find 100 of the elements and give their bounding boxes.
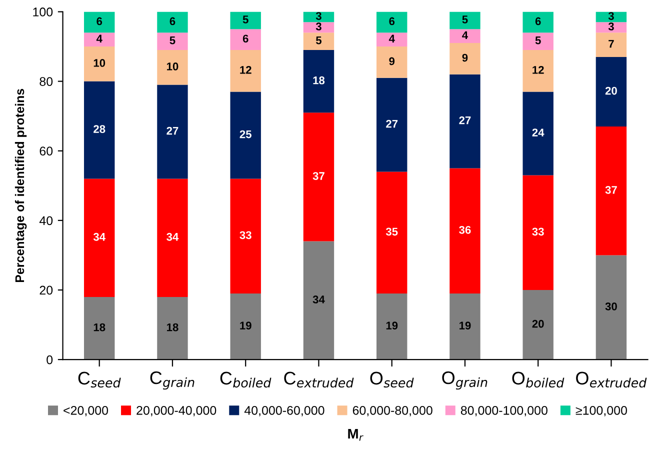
bar bbox=[84, 81, 115, 179]
data-label: 5 bbox=[316, 36, 322, 44]
y-tick-label: 40 bbox=[39, 216, 53, 226]
bar bbox=[450, 29, 480, 44]
data-label: 19 bbox=[386, 322, 398, 330]
x-tick-label: C$_{seed}$ bbox=[78, 372, 121, 388]
bar bbox=[450, 74, 480, 168]
data-label: 18 bbox=[94, 323, 106, 332]
data-label: 12 bbox=[532, 66, 544, 74]
data-label: 34 bbox=[93, 232, 106, 241]
bar bbox=[157, 50, 188, 85]
data-label: 6 bbox=[389, 17, 395, 26]
data-label: 5 bbox=[170, 36, 176, 44]
data-label: 19 bbox=[240, 322, 252, 330]
data-label: 4 bbox=[462, 31, 468, 39]
bar bbox=[157, 296, 188, 360]
data-label: 20 bbox=[532, 320, 544, 328]
data-label: 6 bbox=[242, 34, 248, 43]
bar bbox=[596, 255, 627, 360]
x-tick-label: C$_{extruded}$ bbox=[284, 372, 354, 388]
bar bbox=[596, 32, 627, 57]
bar bbox=[376, 46, 408, 78]
bar bbox=[84, 46, 115, 82]
bar bbox=[84, 178, 115, 297]
data-label: 7 bbox=[608, 40, 614, 48]
data-label: 9 bbox=[389, 57, 395, 66]
bar bbox=[303, 112, 334, 242]
bar bbox=[230, 12, 261, 30]
bar bbox=[522, 175, 554, 290]
data-label: 3 bbox=[316, 22, 322, 30]
data-label: 33 bbox=[240, 231, 252, 240]
x-tick-label: O$_{grain}$ bbox=[442, 371, 488, 390]
data-label: 5 bbox=[535, 36, 541, 44]
bar bbox=[303, 241, 334, 360]
data-label: 5 bbox=[242, 16, 248, 24]
bar bbox=[157, 178, 188, 297]
bar bbox=[450, 43, 480, 74]
x-tick-label: C$_{boiled}$ bbox=[220, 372, 272, 388]
data-label: 4 bbox=[96, 34, 102, 42]
bar bbox=[230, 29, 261, 50]
legend-label: 80,000-100,000 bbox=[460, 406, 548, 416]
bar bbox=[376, 172, 408, 294]
legend-label: ≥100,000 bbox=[576, 406, 627, 416]
data-label: 18 bbox=[313, 76, 325, 84]
bar bbox=[376, 12, 408, 33]
data-label: 34 bbox=[166, 232, 179, 241]
data-label: 37 bbox=[312, 172, 324, 180]
bar bbox=[522, 12, 554, 33]
bar bbox=[157, 32, 188, 50]
legend-label: 20,000-40,000 bbox=[136, 406, 216, 416]
bar bbox=[596, 56, 627, 127]
data-label: 30 bbox=[605, 302, 617, 310]
data-label: 27 bbox=[166, 126, 178, 135]
data-label: 3 bbox=[608, 12, 614, 20]
legend-label: 40,000-60,000 bbox=[244, 406, 324, 416]
bar bbox=[522, 32, 554, 50]
data-label: 24 bbox=[532, 128, 544, 136]
data-label: 6 bbox=[96, 17, 102, 26]
data-label: 20 bbox=[605, 86, 617, 95]
bar bbox=[230, 178, 261, 294]
data-label: 27 bbox=[459, 116, 471, 124]
y-tick-label: 0 bbox=[46, 355, 53, 364]
data-label: 27 bbox=[386, 120, 398, 128]
data-label: 3 bbox=[316, 12, 322, 20]
bar bbox=[84, 32, 115, 47]
bar bbox=[450, 168, 480, 294]
bar bbox=[522, 50, 554, 92]
x-tick-label: O$_{seed}$ bbox=[370, 372, 414, 388]
data-label: 28 bbox=[94, 125, 106, 133]
bar bbox=[303, 32, 334, 50]
y-tick-label: 100 bbox=[33, 8, 53, 16]
y-tick-label: 20 bbox=[40, 286, 53, 295]
data-label: 9 bbox=[462, 54, 468, 62]
bar bbox=[596, 22, 627, 33]
data-label: 36 bbox=[459, 226, 471, 234]
x-tick-label: O$_{boiled}$ bbox=[512, 372, 564, 388]
y-tick-label: 60 bbox=[40, 146, 53, 156]
bar bbox=[376, 78, 408, 172]
data-label: 3 bbox=[608, 22, 614, 30]
bar bbox=[376, 32, 408, 47]
data-label: 10 bbox=[94, 59, 106, 67]
data-label: 12 bbox=[240, 66, 252, 74]
bar bbox=[84, 12, 115, 33]
data-label: 6 bbox=[170, 17, 176, 26]
y-axis-title: Percentage of identified proteins bbox=[14, 88, 27, 282]
bar bbox=[157, 84, 188, 179]
bar bbox=[303, 50, 334, 113]
data-label: 33 bbox=[532, 228, 544, 236]
x-tick-label: O$_{extruded}$ bbox=[576, 372, 647, 388]
bar bbox=[522, 290, 554, 360]
bar bbox=[596, 126, 627, 256]
bar bbox=[376, 293, 408, 360]
bar bbox=[230, 92, 261, 179]
data-label: 10 bbox=[167, 62, 178, 70]
data-label: 4 bbox=[388, 34, 395, 42]
bar bbox=[230, 293, 261, 360]
bar bbox=[522, 92, 554, 176]
data-label: 18 bbox=[167, 323, 178, 332]
data-label: 5 bbox=[462, 16, 468, 24]
bar bbox=[157, 12, 188, 33]
